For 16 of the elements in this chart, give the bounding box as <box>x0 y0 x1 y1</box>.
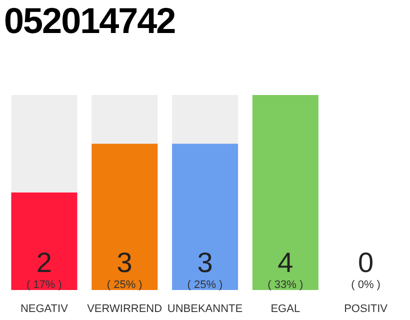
data-label: 3 <box>197 247 213 278</box>
data-label: 2 <box>36 247 52 278</box>
annotation: ( 17% ) <box>26 279 62 291</box>
x-tick-label: POSITIV <box>344 303 388 315</box>
x-tick-label: EGAL <box>270 303 300 315</box>
data-label: 3 <box>116 247 132 278</box>
annotation: ( 33% ) <box>268 279 304 291</box>
annotation: ( 0% ) <box>351 279 380 291</box>
data-label: 4 <box>278 247 294 278</box>
annotation: ( 25% ) <box>187 279 223 291</box>
data-label: 0 <box>358 247 374 278</box>
x-tick-label: UNBEKANNTE <box>167 303 243 315</box>
chart-title: 052014742 <box>4 0 176 42</box>
x-tick-label: VERWIRREND <box>87 303 162 315</box>
x-tick-label: NEGATIV <box>20 303 69 315</box>
annotation: ( 25% ) <box>106 279 142 291</box>
